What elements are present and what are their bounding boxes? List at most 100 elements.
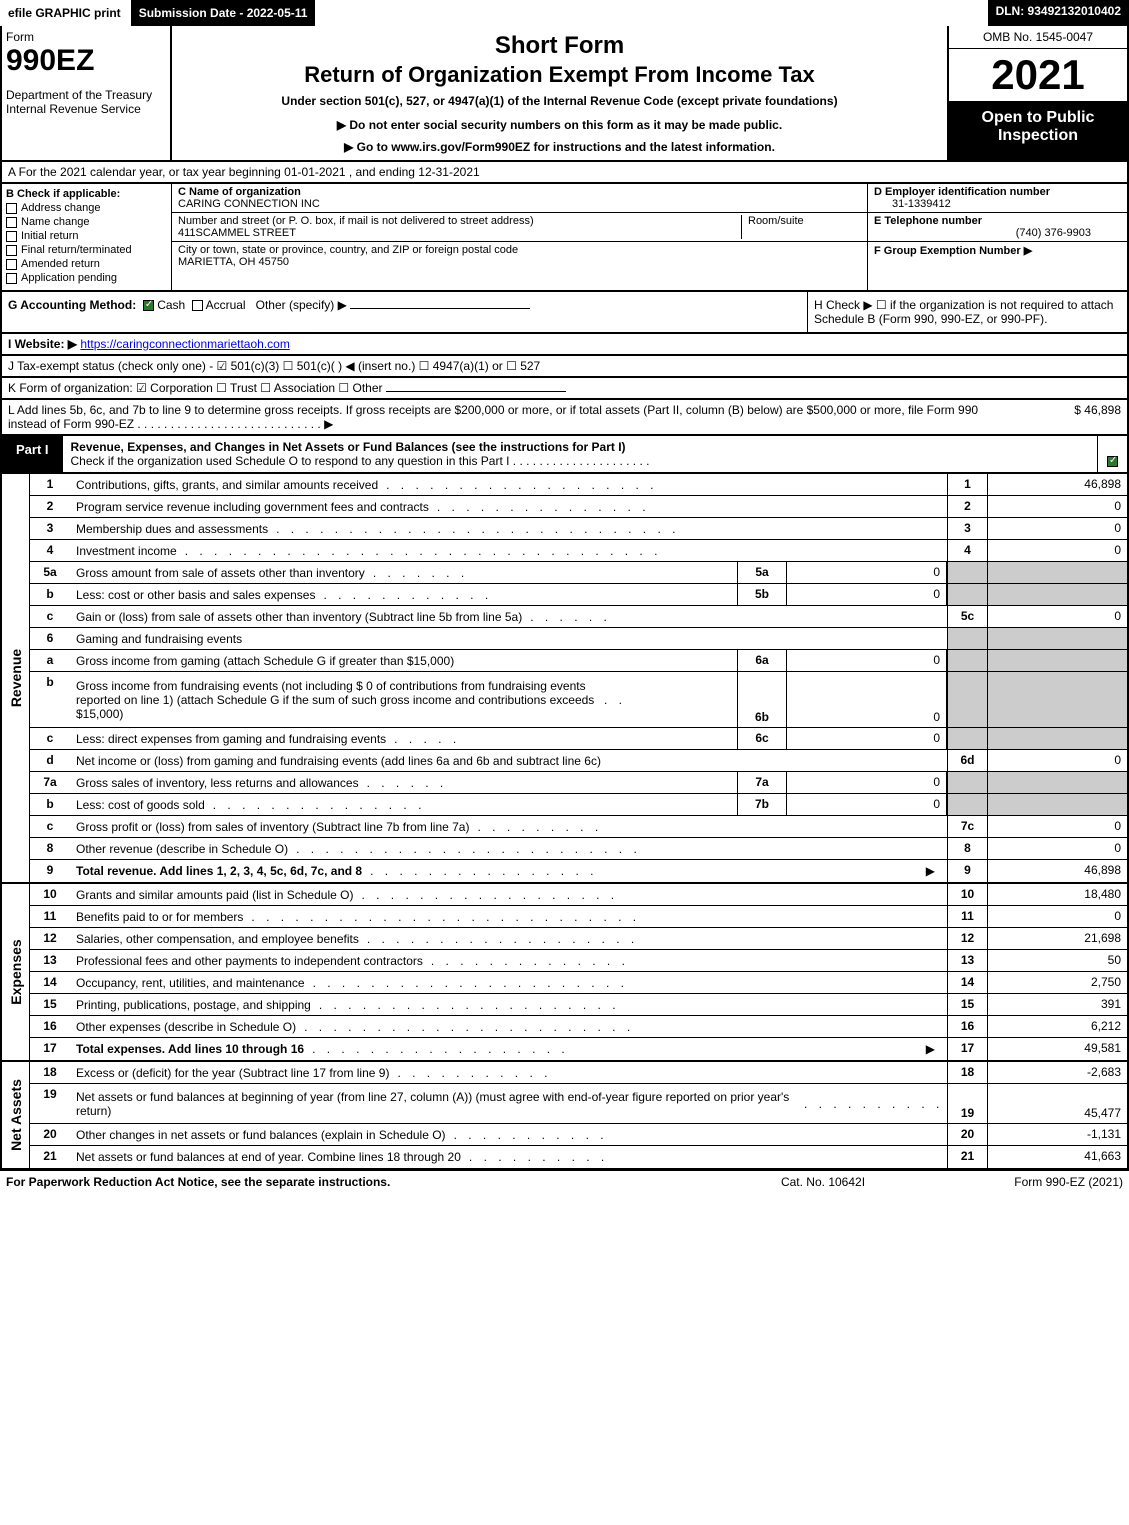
section-gh: G Accounting Method: Cash Accrual Other … [0,292,1129,334]
c-name: CARING CONNECTION INC [178,198,320,210]
tax-year: 2021 [949,49,1127,101]
footer-left: For Paperwork Reduction Act Notice, see … [6,1175,723,1189]
submission-date: Submission Date - 2022-05-11 [131,0,318,26]
c-room-label: Room/suite [741,215,861,239]
line-7a: 7a Gross sales of inventory, less return… [30,772,1127,794]
line-6b: b Gross income from fundraising events (… [30,672,1127,728]
chk-application-pending[interactable]: Application pending [6,272,167,284]
c-name-label: C Name of organization [178,186,301,198]
line-1: 1 Contributions, gifts, grants, and simi… [30,474,1127,496]
checkbox-checked-icon[interactable] [143,300,154,311]
g-cash: Cash [157,298,185,312]
line-16: 16 Other expenses (describe in Schedule … [30,1016,1127,1038]
part1-checknote: Check if the organization used Schedule … [71,454,650,468]
e-tel: (740) 376-9903 [874,227,1121,239]
website-link[interactable]: https://caringconnectionmariettaoh.com [80,337,289,351]
line-4: 4 Investment income. . . . . . . . . . .… [30,540,1127,562]
line-9: 9 Total revenue. Add lines 1, 2, 3, 4, 5… [30,860,1127,882]
l-text: L Add lines 5b, 6c, and 7b to line 9 to … [8,403,1001,431]
checkbox-icon[interactable] [6,273,17,284]
top-bar: efile GRAPHIC print Submission Date - 20… [0,0,1129,26]
g-label: G Accounting Method: [8,298,136,312]
line-8: 8 Other revenue (describe in Schedule O)… [30,838,1127,860]
footer-formref: Form 990-EZ (2021) [923,1175,1123,1189]
line-20: 20 Other changes in net assets or fund b… [30,1124,1127,1146]
c-addr-label: Number and street (or P. O. box, if mail… [178,215,741,227]
title-return: Return of Organization Exempt From Incom… [178,62,941,88]
line-18: 18 Excess or (deficit) for the year (Sub… [30,1062,1127,1084]
section-i: I Website: ▶ https://caringconnectionmar… [0,334,1129,356]
note-ssn: ▶ Do not enter social security numbers o… [178,118,941,132]
efile-label[interactable]: efile GRAPHIC print [0,0,131,26]
k-other-line[interactable] [386,391,566,392]
subtitle: Under section 501(c), 527, or 4947(a)(1)… [178,94,941,108]
part1-header: Part I Revenue, Expenses, and Changes in… [0,436,1129,474]
topbar-spacer [317,0,987,26]
chk-amended-return[interactable]: Amended return [6,258,167,270]
line-17: 17 Total expenses. Add lines 10 through … [30,1038,1127,1060]
section-a: A For the 2021 calendar year, or tax yea… [0,162,1129,184]
form-number: 990EZ [6,44,166,78]
header-center: Short Form Return of Organization Exempt… [172,26,947,160]
line-7b: b Less: cost of goods sold. . . . . . . … [30,794,1127,816]
open-to-public: Open to Public Inspection [949,101,1127,160]
checkbox-icon[interactable] [6,245,17,256]
line-12: 12 Salaries, other compensation, and emp… [30,928,1127,950]
line-21: 21 Net assets or fund balances at end of… [30,1146,1127,1168]
c-city-label: City or town, state or province, country… [178,244,518,256]
g-accrual: Accrual [206,298,246,312]
section-bcdef: B Check if applicable: Address change Na… [0,184,1129,292]
part1-tab: Part I [2,436,63,472]
checkbox-icon[interactable] [6,217,17,228]
section-h: H Check ▶ ☐ if the organization is not r… [807,292,1127,332]
chk-final-return[interactable]: Final return/terminated [6,244,167,256]
g-other: Other (specify) ▶ [256,298,347,312]
c-city: MARIETTA, OH 45750 [178,256,289,268]
line-2: 2 Program service revenue including gove… [30,496,1127,518]
section-c: C Name of organization CARING CONNECTION… [172,184,867,290]
h-text: H Check ▶ ☐ if the organization is not r… [814,298,1113,326]
section-g: G Accounting Method: Cash Accrual Other … [2,292,807,332]
net-assets-side-label: Net Assets [2,1062,30,1168]
d-ein: 31-1339412 [874,198,1121,210]
section-def: D Employer identification number 31-1339… [867,184,1127,290]
line-10: 10 Grants and similar amounts paid (list… [30,884,1127,906]
part1-title: Revenue, Expenses, and Changes in Net As… [71,440,626,454]
checkbox-checked-icon[interactable] [1107,456,1118,467]
revenue-section: Revenue 1 Contributions, gifts, grants, … [0,474,1129,884]
checkbox-icon[interactable] [6,203,17,214]
dln-label: DLN: 93492132010402 [988,0,1129,26]
d-label: D Employer identification number [874,186,1121,198]
section-b: B Check if applicable: Address change Na… [2,184,172,290]
line-11: 11 Benefits paid to or for members. . . … [30,906,1127,928]
checkbox-icon[interactable] [6,231,17,242]
arrow-icon: ▶ [920,1042,941,1056]
chk-address-change[interactable]: Address change [6,202,167,214]
chk-initial-return[interactable]: Initial return [6,230,167,242]
checkbox-icon[interactable] [192,300,203,311]
line-6c: c Less: direct expenses from gaming and … [30,728,1127,750]
note-goto: ▶ Go to www.irs.gov/Form990EZ for instru… [178,140,941,154]
part1-title-area: Revenue, Expenses, and Changes in Net As… [63,436,1097,472]
k-text: K Form of organization: ☑ Corporation ☐ … [8,381,383,395]
e-label: E Telephone number [874,215,1121,227]
part1-check[interactable] [1097,436,1127,472]
g-other-line[interactable] [350,308,530,309]
line-5c: c Gain or (loss) from sale of assets oth… [30,606,1127,628]
expenses-section: Expenses 10 Grants and similar amounts p… [0,884,1129,1062]
line-14: 14 Occupancy, rent, utilities, and maint… [30,972,1127,994]
l-amount: $ 46,898 [1001,403,1121,431]
section-k: K Form of organization: ☑ Corporation ☐ … [0,378,1129,400]
line-6a: a Gross income from gaming (attach Sched… [30,650,1127,672]
line-13: 13 Professional fees and other payments … [30,950,1127,972]
f-label: F Group Exemption Number ▶ [874,244,1121,257]
checkbox-icon[interactable] [6,259,17,270]
line-6d: d Net income or (loss) from gaming and f… [30,750,1127,772]
title-short-form: Short Form [178,32,941,60]
line-7c: c Gross profit or (loss) from sales of i… [30,816,1127,838]
header-left: Form 990EZ Department of the Treasury In… [2,26,172,160]
line-5b: b Less: cost or other basis and sales ex… [30,584,1127,606]
chk-name-change[interactable]: Name change [6,216,167,228]
arrow-icon: ▶ [920,864,941,878]
form-label: Form [6,30,166,44]
